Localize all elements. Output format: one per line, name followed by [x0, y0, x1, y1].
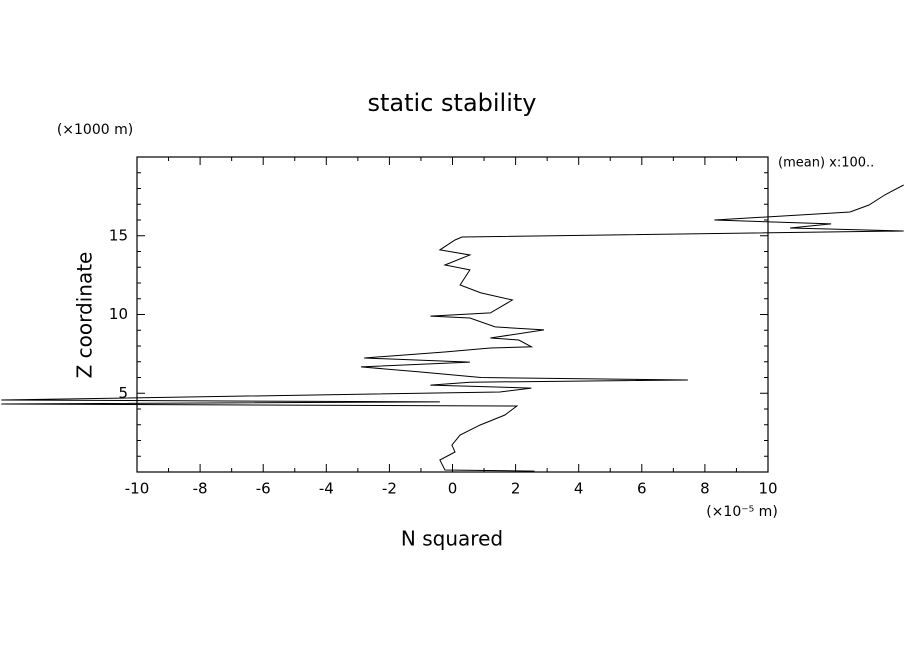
x-unit: (×10⁻⁵ m) — [706, 504, 778, 520]
x-tick-label: -6 — [256, 480, 271, 498]
y-tick-label: 5 — [118, 384, 128, 402]
y-tick-label: 15 — [109, 226, 128, 244]
x-axis-label: N squared — [401, 527, 503, 551]
y-axis-label: Z coordinate — [73, 252, 97, 379]
x-tick-label: -8 — [193, 480, 208, 498]
profile-line — [1, 184, 904, 472]
x-tick-label: 0 — [448, 480, 458, 498]
x-tick-label: 6 — [637, 480, 647, 498]
x-tick-label: 2 — [511, 480, 521, 498]
annotation: (mean) x:100.. — [778, 156, 874, 171]
y-unit: (×1000 m) — [57, 122, 133, 138]
chart-title: static stability — [368, 89, 537, 117]
y-tick-label: 10 — [109, 305, 128, 323]
x-tick-label: -10 — [125, 480, 150, 498]
x-tick-label: -2 — [382, 480, 397, 498]
x-tick-label: 10 — [758, 480, 777, 498]
x-tick-label: 8 — [700, 480, 710, 498]
x-tick-label: -4 — [319, 480, 334, 498]
x-tick-label: 4 — [574, 480, 584, 498]
